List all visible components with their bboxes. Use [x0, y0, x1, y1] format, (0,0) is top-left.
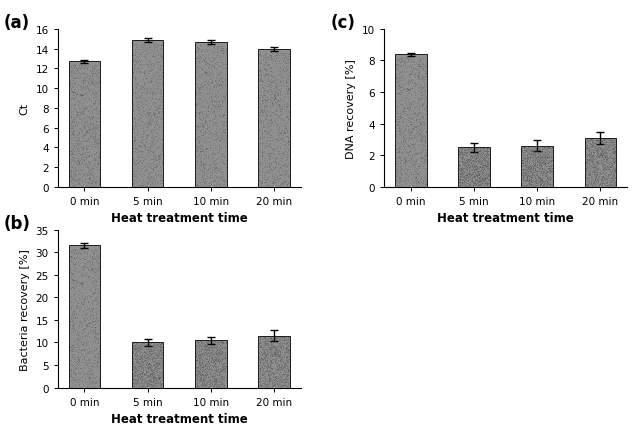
Y-axis label: Ct: Ct [20, 103, 30, 115]
X-axis label: Heat treatment time: Heat treatment time [437, 212, 574, 225]
Bar [68, 246, 100, 388]
Bar [195, 340, 227, 388]
Y-axis label: Bacteria recovery [%]: Bacteria recovery [%] [20, 248, 30, 370]
Text: (b): (b) [4, 214, 31, 232]
X-axis label: Heat treatment time: Heat treatment time [111, 212, 248, 225]
Text: (a): (a) [4, 14, 30, 32]
Bar [258, 49, 290, 187]
Bar [522, 147, 553, 187]
Bar [68, 62, 100, 187]
Bar [132, 40, 163, 187]
Bar [584, 138, 616, 187]
Bar [132, 343, 163, 388]
Bar [458, 148, 490, 187]
Y-axis label: DNA recovery [%]: DNA recovery [%] [346, 59, 356, 158]
Bar [195, 43, 227, 187]
Bar [395, 55, 427, 187]
X-axis label: Heat treatment time: Heat treatment time [111, 412, 248, 425]
Text: (c): (c) [330, 14, 355, 32]
Bar [258, 336, 290, 388]
